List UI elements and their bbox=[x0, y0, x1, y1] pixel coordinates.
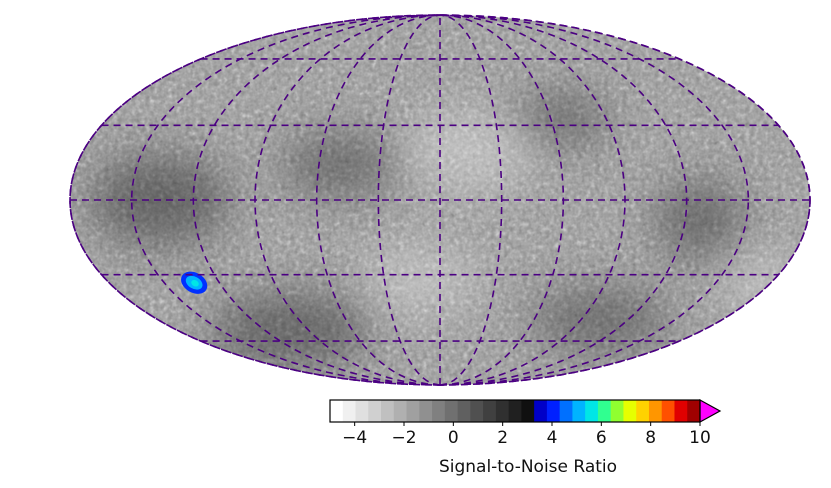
hotspot-core bbox=[191, 279, 199, 287]
colorbar: −4 −2 0 2 4 6 8 10 Signal-to-Noise Ratio bbox=[329, 398, 722, 477]
colorbar-cell bbox=[406, 400, 420, 422]
colorbar-cell bbox=[355, 400, 369, 422]
colorbar-cell bbox=[330, 400, 344, 422]
hotspot bbox=[181, 271, 208, 294]
colorbar-tick-label: 4 bbox=[547, 428, 558, 448]
colorbar-cell bbox=[546, 400, 561, 422]
colorbar-cell bbox=[623, 400, 637, 422]
colorbar-ticks: −4 −2 0 2 4 6 8 10 bbox=[342, 422, 711, 448]
colorbar-tick-label: 2 bbox=[497, 428, 508, 448]
colorbar-cell bbox=[597, 400, 612, 422]
colorbar-extend-triangle bbox=[699, 398, 722, 424]
colorbar-cell bbox=[495, 400, 510, 422]
colorbar-cell bbox=[521, 400, 535, 422]
colorbar-frame bbox=[329, 399, 701, 423]
colorbar-cell bbox=[661, 400, 675, 422]
meridian-line bbox=[377, 14, 441, 386]
colorbar-cell bbox=[457, 400, 471, 422]
colorbar-tick-label: −4 bbox=[342, 428, 367, 448]
colorbar-cell bbox=[470, 400, 484, 422]
colorbar-cell bbox=[483, 400, 497, 422]
colorbar-cell bbox=[342, 400, 357, 422]
colorbar-cells bbox=[330, 400, 701, 422]
graticule bbox=[69, 14, 811, 386]
colorbar-cell bbox=[674, 400, 688, 422]
colorbar-cell bbox=[368, 400, 382, 422]
colorbar-cell bbox=[572, 400, 586, 422]
colorbar-cell bbox=[687, 400, 701, 422]
colorbar-label: Signal-to-Noise Ratio bbox=[439, 457, 617, 477]
colorbar-cell bbox=[508, 400, 522, 422]
colorbar-cell bbox=[432, 400, 446, 422]
colorbar-cell bbox=[636, 400, 650, 422]
colorbar-cell bbox=[585, 400, 599, 422]
colorbar-tick-label: 10 bbox=[689, 428, 711, 448]
colorbar-cell bbox=[559, 400, 573, 422]
colorbar-tick-label: 8 bbox=[645, 428, 656, 448]
colorbar-tick-label: 6 bbox=[596, 428, 607, 448]
map-light-regions bbox=[360, 110, 800, 315]
colorbar-cell bbox=[648, 400, 663, 422]
map-boundary bbox=[69, 14, 811, 386]
colorbar-cell bbox=[419, 400, 433, 422]
colorbar-cell bbox=[534, 400, 548, 422]
colorbar-cell bbox=[610, 400, 624, 422]
colorbar-cell bbox=[444, 400, 459, 422]
colorbar-tick-label: −2 bbox=[391, 428, 416, 448]
colorbar-cell bbox=[393, 400, 408, 422]
colorbar-tick-label: 0 bbox=[448, 428, 459, 448]
colorbar-cell bbox=[381, 400, 395, 422]
